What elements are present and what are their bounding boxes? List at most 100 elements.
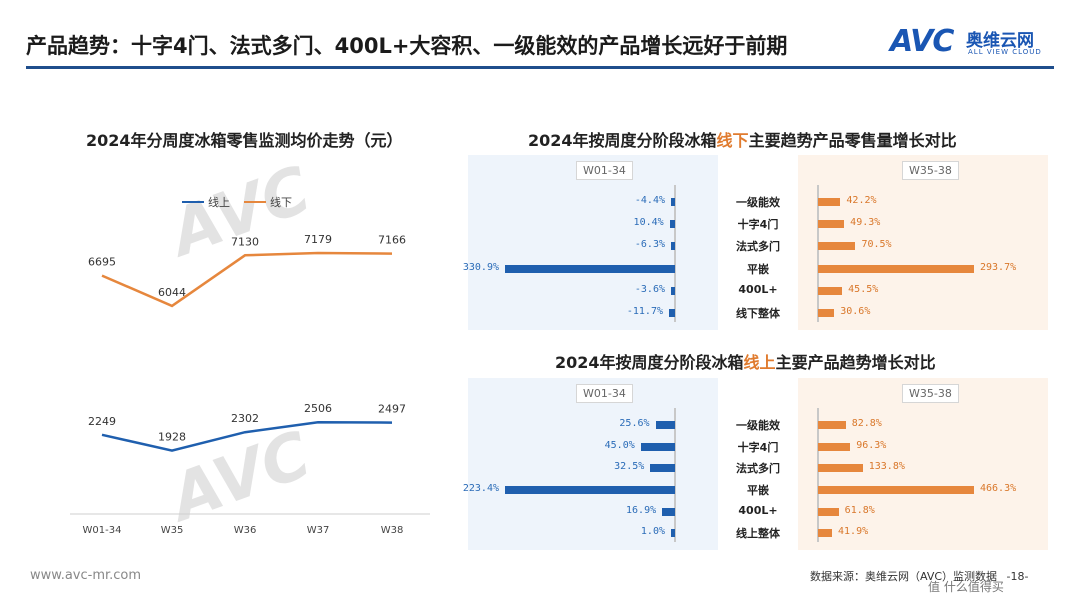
x-tick-label: W38 (381, 525, 404, 536)
category-label: 平嵌 (747, 262, 769, 276)
data-label: 6695 (88, 256, 116, 269)
category-label: 400L+ (738, 503, 778, 517)
x-tick-label: W36 (234, 525, 257, 536)
value-label-right: 82.8% (851, 417, 882, 429)
legend-offline: 线下 (244, 194, 292, 210)
offline-title-post: 主要趋势产品零售量增长对比 (748, 131, 957, 150)
data-label: 2302 (231, 412, 259, 425)
offline-bar-chart-title: 2024年按周度分阶段冰箱线下主要趋势产品零售量增长对比 (528, 127, 957, 151)
value-label-left: 1.0% (640, 526, 665, 538)
category-label: 线下整体 (736, 306, 780, 320)
series-line-offline (101, 251, 393, 308)
offline-title-highlight: 线下 (716, 131, 749, 150)
legend-online-label: 线上 (208, 196, 230, 209)
value-label-left: -4.4% (634, 195, 665, 207)
legend-offline-label: 线下 (270, 196, 292, 209)
bar-left (671, 242, 675, 251)
data-label: 7179 (304, 233, 332, 246)
value-label-right: 70.5% (861, 239, 892, 251)
value-label-left: -11.7% (626, 305, 663, 317)
footer-url: www.avc-mr.com (30, 568, 142, 583)
x-tick-label: W37 (307, 525, 330, 536)
axis-right (817, 185, 819, 322)
value-label-left: 32.5% (614, 461, 645, 473)
value-label-left: 223.4% (462, 482, 499, 494)
category-label: 十字4门 (737, 218, 779, 232)
logo-mark: AVC (890, 24, 954, 59)
online-title-highlight: 线上 (743, 353, 776, 372)
logo-cn: 奥维云网 (966, 31, 1034, 51)
value-label-right: 49.3% (850, 217, 881, 229)
bar-right (818, 220, 845, 229)
offline-bar-chart: W01-34 W35-38 一级能效 -4.4% 42.2% 十字4门 10.4% 49.3%… (463, 155, 1048, 330)
bar-left (640, 442, 675, 451)
category-label: 一级能效 (736, 196, 780, 210)
value-label-right: 41.9% (838, 526, 869, 538)
category-label: 法式多门 (736, 240, 780, 254)
value-label-right: 466.3% (980, 482, 1017, 494)
avc-logo: AVC 奥维云网 ALL VIEW CLOUD (890, 24, 1060, 60)
page-number: -18- (1006, 570, 1029, 583)
bar-right (818, 420, 846, 429)
bar-right (818, 485, 974, 494)
period-tag-left: W01-34 (576, 161, 633, 180)
logo-en: ALL VIEW CLOUD (968, 48, 1042, 56)
category-label: 400L+ (738, 282, 778, 296)
x-tick-label: W35 (161, 525, 184, 536)
legend-online: 线上 (182, 194, 230, 210)
bar-left (662, 507, 675, 516)
offline-title-pre: 2024年按周度分阶段冰箱 (528, 131, 717, 150)
period-tag-right: W35-38 (902, 384, 959, 403)
category-label: 十字4门 (737, 440, 779, 454)
bar-left (671, 529, 675, 538)
bar-left (505, 264, 675, 273)
bar-right (818, 242, 856, 251)
value-label-left: -3.6% (634, 283, 665, 295)
footer-source: 数据来源：奥维云网（AVC）监测数据 -18- (810, 568, 1028, 584)
bar-right (818, 507, 839, 516)
value-label-left: -6.3% (634, 239, 665, 251)
page-title: 产品趋势：十字4门、法式多门、400L+大容积、一级能效的产品增长远好于前期 (26, 34, 788, 58)
value-label-right: 293.7% (980, 261, 1017, 273)
value-label-right: 30.6% (840, 305, 871, 317)
axis-right (817, 408, 819, 542)
legend-online-swatch (182, 201, 204, 203)
data-label: 2249 (88, 415, 116, 428)
data-label: 6044 (158, 286, 186, 299)
x-tick-label: W01-34 (83, 525, 122, 536)
data-label: 1928 (158, 431, 186, 444)
right-panel (798, 378, 1048, 550)
line-chart-legend: 线上 线下 (182, 194, 292, 210)
value-label-right: 133.8% (868, 461, 905, 473)
bar-right (818, 442, 851, 451)
bar-left (669, 220, 675, 229)
bar-right (818, 308, 835, 317)
value-label-right: 42.2% (846, 195, 877, 207)
online-title-post: 主要产品趋势增长对比 (775, 353, 936, 372)
axis-left (674, 408, 676, 542)
bar-left (650, 464, 675, 473)
line-chart: 6695 6044 7130 7179 7166 2249 1928 2302 2506 2497… (70, 233, 430, 536)
value-label-left: 16.9% (626, 504, 657, 516)
source-text: 数据来源：奥维云网（AVC）监测数据 (810, 570, 998, 583)
online-bar-chart-title: 2024年按周度分阶段冰箱线上主要产品趋势增长对比 (555, 349, 936, 373)
category-label: 线上整体 (736, 527, 780, 541)
category-label: 法式多门 (736, 462, 780, 476)
bar-right (818, 264, 974, 273)
value-label-right: 61.8% (844, 504, 875, 516)
legend-offline-swatch (244, 201, 266, 203)
left-panel (468, 155, 718, 330)
value-label-left: 10.4% (633, 217, 664, 229)
online-title-pre: 2024年按周度分阶段冰箱 (555, 353, 744, 372)
category-label: 一级能效 (736, 418, 780, 432)
period-tag-left: W01-34 (576, 384, 633, 403)
bar-right (818, 286, 843, 295)
data-label: 7166 (378, 234, 406, 247)
data-label: 7130 (231, 235, 259, 248)
bar-left (671, 198, 675, 207)
bar-left (505, 485, 675, 494)
value-label-left: 45.0% (604, 439, 635, 451)
category-label: 平嵌 (747, 483, 769, 497)
value-label-left: 25.6% (619, 417, 650, 429)
bar-right (818, 529, 833, 538)
